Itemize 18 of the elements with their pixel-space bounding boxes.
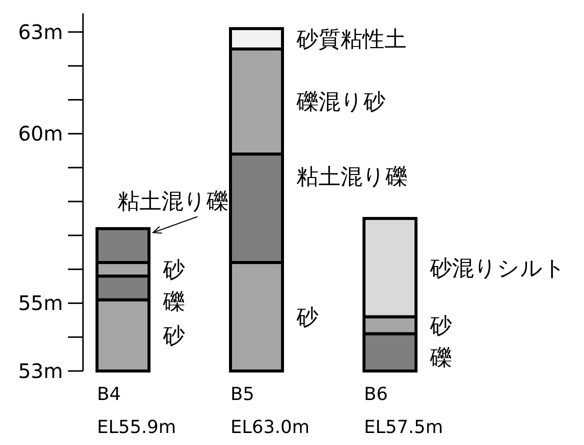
y-tick-label: 60m xyxy=(18,122,63,146)
x-tick-label: B5 EL63.0m xyxy=(230,384,310,438)
y-tick-label: 63m xyxy=(18,20,63,44)
annotation: 粘土混り礫 xyxy=(296,165,408,190)
x-tick-label: B6 EL57.5m xyxy=(364,384,444,438)
y-tick-label: 53m xyxy=(18,359,63,383)
annotation: 砂質粘性土 xyxy=(296,27,406,52)
x-tick-label: B4 EL55.9m xyxy=(97,384,176,438)
annotation: 砂混りシルト xyxy=(429,256,566,282)
annotation: 礫 xyxy=(429,346,452,371)
annotation: 礫 xyxy=(162,290,185,315)
annotation: 砂 xyxy=(296,305,318,330)
annotation: 礫混り砂 xyxy=(296,90,386,116)
annotation: 粘土混り礫 xyxy=(118,190,228,215)
y-tick-label: 55m xyxy=(18,291,63,316)
annotation: 砂 xyxy=(162,258,185,283)
annotation: 砂 xyxy=(429,314,452,339)
annotation: 砂 xyxy=(162,324,185,350)
